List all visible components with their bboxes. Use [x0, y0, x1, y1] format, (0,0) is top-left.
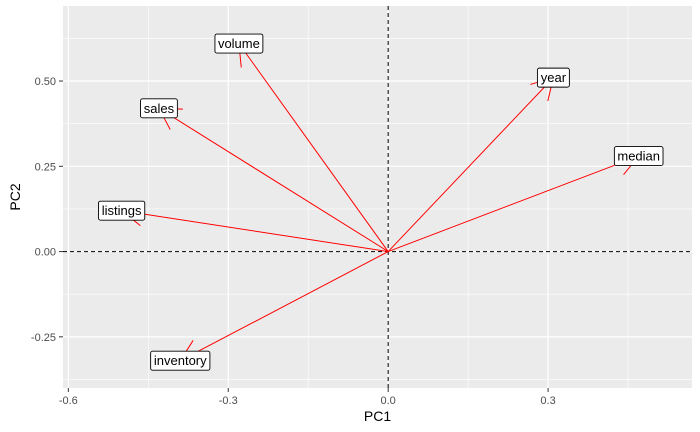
y-tick-label: 0.00: [35, 247, 56, 259]
x-tick-label: 0.3: [540, 395, 555, 407]
label-text: sales: [144, 101, 175, 116]
minor-grid: [63, 6, 692, 388]
loading-labels: volume year sales median listings inventory: [98, 33, 664, 371]
label-text: volume: [218, 36, 260, 51]
label-box: [214, 33, 264, 54]
label-text: inventory: [154, 353, 207, 368]
label-box: [150, 350, 211, 371]
major-grid: [63, 6, 692, 388]
label-box: [536, 67, 570, 88]
label-box: [613, 146, 664, 167]
arrow-sales: [158, 107, 389, 252]
arrow-median: [387, 155, 639, 253]
label-text: year: [541, 70, 567, 85]
label-sales: sales: [140, 98, 178, 119]
y-tick-label: 0.25: [35, 161, 56, 173]
arrow-volume: [238, 43, 389, 252]
reference-lines: [63, 6, 692, 388]
x-tick-label: 0.0: [381, 395, 396, 407]
y-axis-ticks: -0.25 0.00 0.25 0.50: [31, 76, 63, 344]
label-inventory: inventory: [150, 350, 211, 371]
x-tick-label: -0.6: [59, 395, 78, 407]
y-axis-title: PC2: [7, 183, 23, 210]
label-year: year: [536, 67, 570, 88]
x-tick-label: -0.3: [219, 395, 238, 407]
arrow-listings: [121, 210, 389, 253]
x-axis-title: PC1: [364, 408, 391, 424]
y-tick-label: 0.50: [35, 76, 56, 88]
label-median: median: [613, 146, 664, 167]
plot-panel: [63, 6, 692, 388]
arrow-inventory: [180, 251, 389, 362]
x-axis-ticks: -0.6 -0.3 0.0 0.3: [59, 388, 556, 407]
label-text: listings: [102, 203, 142, 218]
label-text: median: [617, 149, 660, 164]
y-tick-label: -0.25: [31, 332, 56, 344]
label-box: [140, 98, 178, 119]
arrow-year: [387, 77, 554, 252]
label-listings: listings: [98, 200, 146, 221]
label-volume: volume: [214, 33, 264, 54]
label-box: [98, 200, 146, 221]
